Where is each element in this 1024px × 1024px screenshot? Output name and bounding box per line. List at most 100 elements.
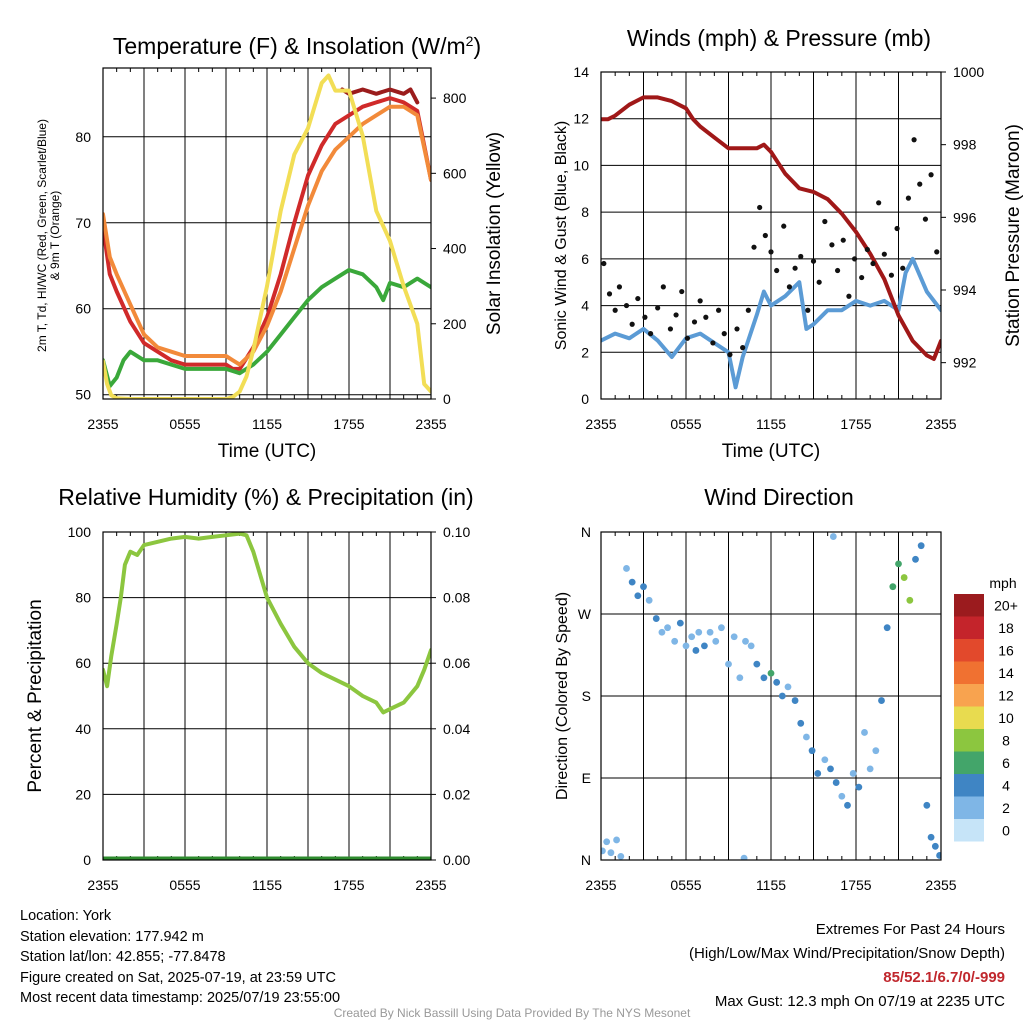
colorbar-label: 12 <box>998 687 1014 703</box>
chart-title: Winds (mph) & Pressure (mb) <box>627 25 931 51</box>
extremes-subtitle: (High/Low/Max Wind/Precipitation/Snow De… <box>689 945 1005 962</box>
y2-tick-label: 1000 <box>953 64 984 80</box>
gust-point <box>727 352 733 358</box>
x-tick-label: 2355 <box>87 877 118 893</box>
colorbar-swatch <box>954 639 984 662</box>
colorbar-label: 6 <box>1002 755 1010 771</box>
plot-area <box>601 533 941 860</box>
y-tick-label: 6 <box>581 251 589 267</box>
plot-frame <box>600 71 942 400</box>
plot-frame <box>102 67 432 400</box>
gust-point <box>792 265 798 271</box>
gust-point <box>786 284 793 290</box>
gust-point <box>612 307 618 313</box>
y2-tick-label: 0.02 <box>443 786 470 802</box>
gust-point <box>667 326 674 332</box>
recent-data-text: Most recent data timestamp: 2025/07/19 2… <box>20 990 341 1006</box>
colorbar-swatch <box>954 616 984 639</box>
y-axis-label: 2m T, Td, HI/WC (Red, Green, Scarlet/Blu… <box>35 119 49 352</box>
series-line <box>103 73 431 399</box>
y-axis-label: Direction (Colored By Speed) <box>554 592 571 800</box>
gust-point <box>679 288 685 295</box>
gust-point <box>876 200 882 206</box>
extremes-values: 85/52.1/6.7/0/-999 <box>883 969 1005 986</box>
gust-point <box>768 249 774 255</box>
colorbar-swatch <box>954 751 984 774</box>
gust-point <box>822 218 828 225</box>
gust-point <box>734 326 740 332</box>
gust-point <box>774 267 780 274</box>
direction-point <box>872 747 880 755</box>
y-tick-label: 2 <box>581 344 589 360</box>
x-tick-label: 0555 <box>169 416 200 432</box>
gust-point <box>851 256 858 262</box>
colorbar-label: 16 <box>998 642 1014 658</box>
gust-point <box>710 340 716 346</box>
plot-area <box>601 95 941 390</box>
direction-point <box>692 647 700 654</box>
direction-point <box>889 583 897 591</box>
gust-point <box>829 242 835 248</box>
direction-point <box>808 747 816 755</box>
direction-point <box>725 660 732 668</box>
colorbar-swatch <box>954 819 984 842</box>
direction-point <box>917 542 925 550</box>
direction-point <box>895 560 902 568</box>
y-tick-label: 50 <box>75 387 91 403</box>
direction-point <box>906 596 914 604</box>
direction-point <box>736 674 744 682</box>
y-tick-label: N <box>581 524 591 540</box>
y2-tick-label: 800 <box>443 90 467 106</box>
x-tick-label: 1755 <box>840 877 871 893</box>
x-tick-label: 0555 <box>670 877 701 893</box>
x-axis-label: Time (UTC) <box>722 441 821 462</box>
y-tick-label: 100 <box>68 524 92 540</box>
gust-point <box>911 137 917 143</box>
chart-title: Wind Direction <box>704 484 854 510</box>
x-tick-label: 2355 <box>415 877 446 893</box>
chart-panel-2: Winds (mph) & Pressure (mb) 2355 0555 1155 1… <box>553 25 1024 462</box>
direction-point <box>688 633 696 641</box>
gust-point <box>721 331 727 337</box>
gust-point <box>655 305 661 311</box>
gust-point <box>673 312 679 318</box>
chart-title: Temperature (F) & Insolation (W/m2) <box>113 33 481 59</box>
direction-point <box>797 719 805 727</box>
direction-point <box>784 683 792 691</box>
direction-point <box>767 669 775 677</box>
gust-point <box>740 345 746 351</box>
direction-point <box>747 642 755 650</box>
direction-point <box>912 555 919 563</box>
x-tick-label: 2355 <box>925 416 956 432</box>
y-tick-label: 20 <box>75 786 91 802</box>
colorbar-title: mph <box>989 575 1016 591</box>
gust-point <box>684 335 691 341</box>
direction-point <box>814 770 822 777</box>
x-tick-label: 1155 <box>756 877 786 893</box>
gust-point <box>881 251 887 257</box>
direction-point <box>883 624 891 632</box>
colorbar-label: 14 <box>998 665 1014 681</box>
direction-point <box>695 628 703 636</box>
colorbar-swatch <box>954 774 984 797</box>
y2-tick-label: 996 <box>953 209 977 225</box>
y-tick-label: 70 <box>75 215 91 231</box>
direction-point <box>617 852 625 860</box>
y-tick-label: 0 <box>83 852 91 868</box>
y-tick-label: 12 <box>573 111 589 127</box>
y-axis-label: Percent & Precipitation <box>25 599 46 792</box>
colorbar-swatch <box>954 661 984 684</box>
x-tick-label: 2355 <box>925 877 956 893</box>
y2-tick-label: 400 <box>443 241 467 257</box>
direction-point <box>671 637 679 645</box>
plot-frame <box>102 531 432 861</box>
colorbar-label: 4 <box>1002 777 1010 793</box>
x-tick-label: 1755 <box>333 877 364 893</box>
direction-point <box>773 678 781 686</box>
gust-point <box>816 279 822 285</box>
direction-point <box>855 783 863 791</box>
chart-panel-3: Relative Humidity (%) & Precipitation (i… <box>25 484 474 893</box>
direction-point <box>706 628 714 636</box>
direction-point <box>866 765 874 773</box>
